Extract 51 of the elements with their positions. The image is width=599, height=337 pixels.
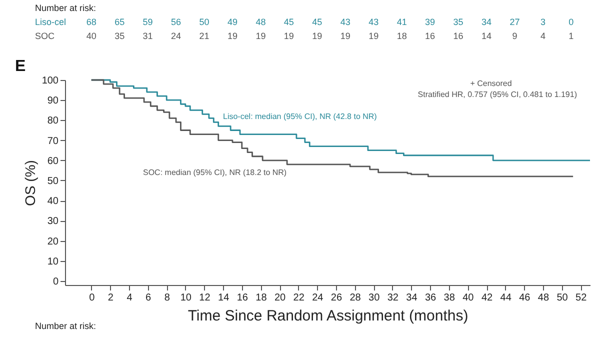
x-tick-label: 26	[330, 292, 342, 304]
text: 40 35 31 24 21 19 19 19 19 19 19 18 16 16 14 9 4 1	[86, 31, 574, 41]
x-tick-label: 30	[368, 292, 380, 304]
annotation: Stratified HR, 0.757 (95% CI, 0.481 to 1.191)	[418, 90, 578, 99]
y-tick-label: 40	[47, 196, 59, 208]
x-tick-label: 32	[387, 292, 399, 304]
text: 68 65 59 56 50 49 48 45 45 43 43 41 39 35 34 27 3 0	[86, 17, 574, 27]
x-tick-label: 6	[146, 292, 152, 304]
text: Number at risk:	[35, 321, 96, 331]
x-tick-label: 12	[199, 292, 211, 304]
x-tick-label: 50	[556, 292, 568, 304]
x-tick-label: 2	[108, 292, 114, 304]
text: Liso-cel	[35, 17, 66, 27]
x-tick-label: 4	[126, 292, 133, 304]
y-axis-title: OS (%)	[22, 160, 38, 206]
y-tick-label: 0	[52, 276, 59, 288]
x-tick-label: 48	[538, 292, 550, 304]
x-tick-label: 34	[406, 292, 418, 304]
x-tick-label: 22	[293, 292, 305, 304]
x-tick-label: 42	[481, 292, 494, 304]
x-tick-label: 14	[218, 292, 230, 304]
y-tick-label: 90	[47, 96, 59, 107]
x-tick-label: 38	[444, 292, 456, 304]
y-tick-label: 60	[47, 156, 59, 167]
x-axis-title: Time Since Random Assignment (months)	[188, 308, 468, 324]
annotation: Liso-cel: median (95% CI), NR (42.8 to NR)	[223, 112, 378, 121]
text: E	[15, 58, 26, 75]
y-tick-label: 50	[47, 176, 59, 187]
x-tick-label: 20	[274, 292, 286, 304]
x-tick-label: 10	[180, 292, 192, 304]
x-tick-label: 0	[89, 292, 96, 304]
text: Number at risk:	[35, 3, 96, 13]
y-tick-label: 70	[47, 136, 59, 147]
text: SOC	[35, 31, 56, 41]
x-tick-label: 40	[462, 292, 474, 304]
x-tick-label: 18	[256, 292, 268, 304]
x-tick-label: 16	[236, 292, 248, 304]
y-tick-label: 80	[47, 116, 59, 127]
x-tick-label: 44	[500, 292, 512, 304]
x-tick-label: 46	[519, 292, 531, 304]
annotation: SOC: median (95% CI), NR (18.2 to NR)	[143, 168, 287, 177]
annotation: + Censored	[470, 79, 512, 88]
x-tick-label: 24	[312, 292, 324, 304]
x-tick-label: 8	[164, 292, 170, 304]
x-tick-label: 36	[424, 292, 437, 304]
x-tick-label: 52	[576, 292, 588, 304]
y-tick-label: 20	[47, 236, 59, 248]
x-tick-label: 28	[350, 292, 362, 304]
y-tick-label: 10	[47, 256, 59, 268]
y-tick-label: 30	[47, 216, 59, 228]
y-tick-label: 100	[42, 76, 59, 86]
